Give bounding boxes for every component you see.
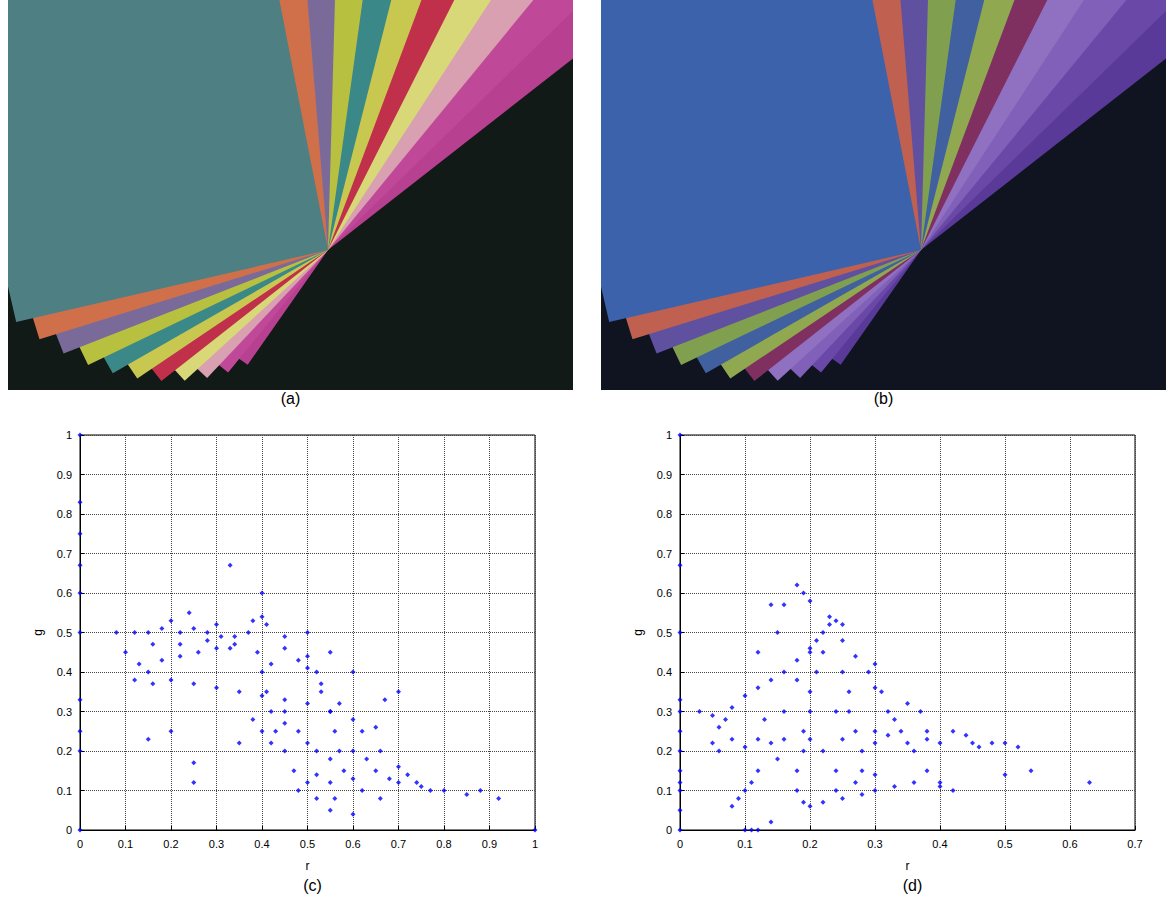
svg-text:0.7: 0.7 xyxy=(657,548,672,560)
svg-text:0.3: 0.3 xyxy=(657,706,672,718)
svg-text:0.3: 0.3 xyxy=(867,838,882,850)
svg-text:g: g xyxy=(31,629,45,636)
svg-text:0.8: 0.8 xyxy=(436,838,451,850)
svg-text:0: 0 xyxy=(77,838,83,850)
svg-text:0.4: 0.4 xyxy=(254,838,269,850)
html-text:(a): (a) xyxy=(280,390,301,407)
svg-text:0.3: 0.3 xyxy=(209,838,224,850)
svg-text:1: 1 xyxy=(666,429,672,441)
svg-text:g: g xyxy=(631,629,645,636)
svg-text:0.2: 0.2 xyxy=(57,745,72,757)
svg-text:(c): (c) xyxy=(303,877,322,894)
svg-text:0.8: 0.8 xyxy=(657,508,672,520)
svg-text:0.3: 0.3 xyxy=(57,706,72,718)
svg-text:0.9: 0.9 xyxy=(657,469,672,481)
svg-text:0: 0 xyxy=(666,824,672,836)
svg-text:0.5: 0.5 xyxy=(57,627,72,639)
svg-text:0.6: 0.6 xyxy=(57,587,72,599)
html-text:(b): (b) xyxy=(873,390,894,407)
svg-text:0: 0 xyxy=(677,838,683,850)
svg-text:0.2: 0.2 xyxy=(657,745,672,757)
svg-text:1: 1 xyxy=(66,429,72,441)
svg-text:0.2: 0.2 xyxy=(163,838,178,850)
svg-text:0.8: 0.8 xyxy=(57,508,72,520)
svg-text:0.1: 0.1 xyxy=(657,785,672,797)
svg-text:r: r xyxy=(306,859,310,873)
svg-text:(d): (d) xyxy=(903,877,923,894)
svg-text:0: 0 xyxy=(66,824,72,836)
svg-text:0.5: 0.5 xyxy=(997,838,1012,850)
svg-text:1: 1 xyxy=(532,838,538,850)
svg-text:0.1: 0.1 xyxy=(737,838,752,850)
svg-text:0.9: 0.9 xyxy=(482,838,497,850)
svg-text:r: r xyxy=(906,859,910,873)
svg-text:0.1: 0.1 xyxy=(57,785,72,797)
svg-text:0.4: 0.4 xyxy=(657,666,672,678)
svg-text:0.5: 0.5 xyxy=(300,838,315,850)
svg-text:0.7: 0.7 xyxy=(391,838,406,850)
svg-text:0.6: 0.6 xyxy=(657,587,672,599)
svg-text:0.2: 0.2 xyxy=(802,838,817,850)
svg-text:0.5: 0.5 xyxy=(657,627,672,639)
svg-text:0.7: 0.7 xyxy=(57,548,72,560)
svg-text:0.7: 0.7 xyxy=(1127,838,1142,850)
svg-text:0.6: 0.6 xyxy=(345,838,360,850)
svg-text:0.4: 0.4 xyxy=(57,666,72,678)
svg-text:0.4: 0.4 xyxy=(932,838,947,850)
svg-text:0.9: 0.9 xyxy=(57,469,72,481)
svg-text:0.6: 0.6 xyxy=(1062,838,1077,850)
svg-text:0.1: 0.1 xyxy=(118,838,133,850)
